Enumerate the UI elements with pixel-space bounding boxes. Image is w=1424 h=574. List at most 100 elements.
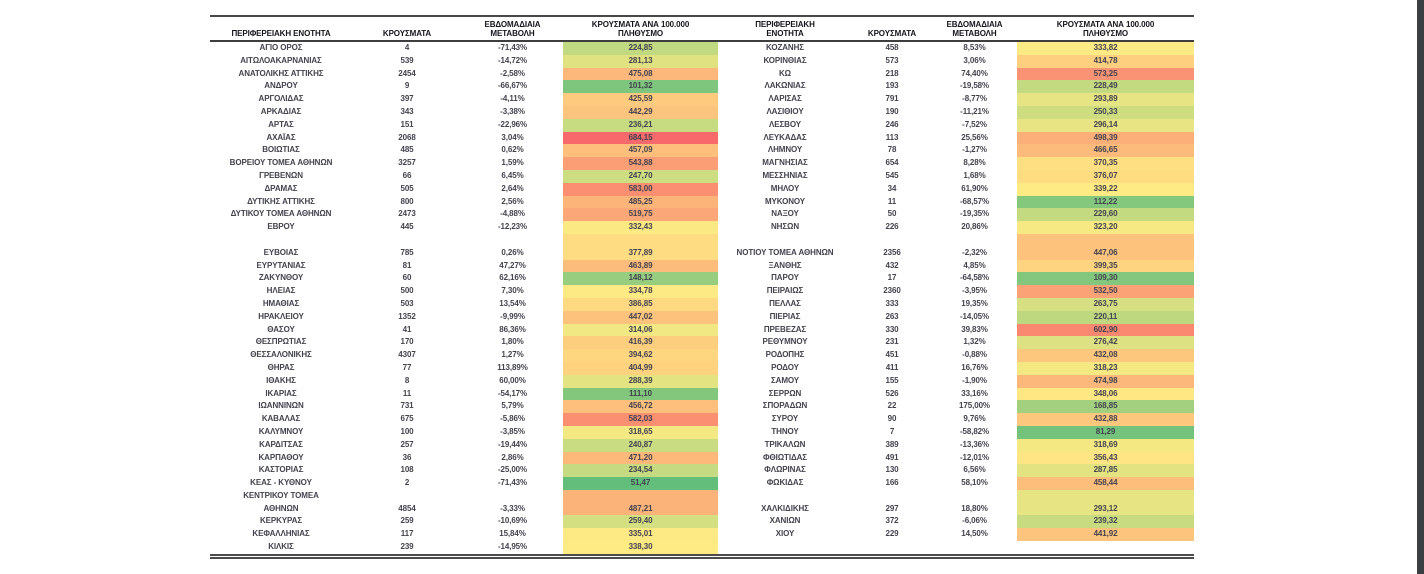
weekly-change-cell-value: -9,99% — [500, 311, 525, 321]
per-100k-cell-value: 234,54 — [628, 465, 653, 475]
region-cell-value: ΕΥΡΥΤΑΝΙΑΣ — [256, 260, 306, 270]
per-100k-cell: 263,75 — [1017, 297, 1194, 311]
column-header-region: ΠΕΡΙΦΕΡΕΙΑΚΗ ΕΝΟΤΗΤΑ — [210, 17, 352, 40]
weekly-change-cell-value: -14,05% — [959, 311, 990, 321]
weekly-change-cell-value: -11,21% — [960, 106, 989, 116]
table-row: ΚΕΡΚΥΡΑΣ 259 -10,69% 259,40 — [210, 515, 718, 529]
column-header-per-100k-label: ΚΡΟΥΣΜΑΤΑ ΑΝΑ 100.000 ΠΛΗΘΥΣΜΟ — [591, 20, 690, 38]
region-cell: ΚΑΡΠΑΘΟΥ — [210, 452, 352, 465]
cases-cell: 117 — [352, 528, 462, 541]
region-cell-value: ΣΠΟΡΑΔΩΝ — [762, 401, 808, 411]
per-100k-cell-value: 239,32 — [1093, 516, 1118, 526]
region-cell-value: ΡΟΔΟΥ — [771, 362, 799, 372]
column-header-cases: ΚΡΟΥΣΜΑΤΑ — [352, 17, 462, 40]
per-100k-cell: 288,39 — [563, 374, 718, 388]
per-100k-cell-value: 236,21 — [628, 119, 653, 129]
cases-cell-value: 22 — [887, 401, 897, 411]
cases-cell-value: 7 — [889, 426, 895, 436]
weekly-change-cell: -7,52% — [932, 119, 1017, 132]
table-row: ΑΡΓΟΛΙΔΑΣ 397 -4,11% 425,59 — [210, 93, 718, 106]
cases-cell-value: 731 — [400, 401, 414, 411]
column-header-cases-label: ΚΡΟΥΣΜΑΤΑ — [867, 29, 917, 38]
weekly-change-cell-value: 1,68% — [963, 170, 986, 180]
per-100k-cell-value: 583,00 — [628, 183, 653, 193]
region-cell-value: ΘΗΡΑΣ — [267, 362, 295, 372]
per-100k-cell: 109,30 — [1017, 272, 1194, 286]
cases-cell-value: 2360 — [883, 286, 901, 296]
region-cell-value: ΚΕΝΤΡΙΚΟΥ ΤΟΜΕΑ ΑΘΗΝΩΝ — [243, 490, 319, 513]
per-100k-cell: 475,08 — [563, 67, 718, 81]
region-cell-value: ΦΛΩΡΙΝΑΣ — [764, 465, 806, 475]
cases-cell: 4307 — [352, 349, 462, 362]
region-cell-value: ΠΕΛΛΑΣ — [769, 298, 801, 308]
table-row: ΦΩΚΙΔΑΣ 166 58,10% 458,44 — [718, 477, 1194, 490]
column-header-region: ΠΕΡΙΦΕΡΕΙΑΚΗ ΕΝΟΤΗΤΑ — [718, 17, 852, 40]
weekly-change-cell: -3,38% — [462, 106, 563, 119]
weekly-change-cell-value: 39,83% — [961, 324, 988, 334]
weekly-change-cell-value: 9,76% — [963, 414, 986, 424]
table-row: ΡΟΔΟΠΗΣ 451 -0,88% 432,08 — [718, 349, 1194, 362]
cases-cell-value: 372 — [885, 516, 899, 526]
region-cell: ΔΡΑΜΑΣ — [210, 183, 352, 196]
column-header-per-100k-label: ΚΡΟΥΣΜΑΤΑ ΑΝΑ 100.000 ΠΛΗΘΥΣΜΟ — [1056, 20, 1155, 38]
table-row: ΚΕΑΣ - ΚΥΘΝΟΥ 2 -71,43% 51,47 — [210, 477, 718, 490]
table-row: ΧΑΛΚΙΔΙΚΗΣ 297 18,80% 293,12 — [718, 489, 1194, 516]
region-cell-value: ΑΙΤΩΛΟΑΚΑΡΝΑΝΙΑΣ — [240, 55, 322, 65]
region-cell: ΧΑΛΚΙΔΙΚΗΣ — [718, 490, 852, 516]
per-100k-cell: 447,02 — [563, 310, 718, 324]
weekly-change-cell: 18,80% — [932, 490, 1017, 516]
cases-cell-value: 1352 — [398, 311, 416, 321]
cases-cell-value: 77 — [402, 362, 412, 372]
weekly-change-cell: -19,35% — [932, 208, 1017, 221]
per-100k-cell-value: 432,08 — [1093, 350, 1118, 360]
cases-cell: 343 — [352, 106, 462, 119]
region-cell: ΑΙΤΩΛΟΑΚΑΡΝΑΝΙΑΣ — [210, 55, 352, 68]
weekly-change-cell: -10,69% — [462, 515, 563, 528]
table-row: ΑΙΤΩΛΟΑΚΑΡΝΑΝΙΑΣ 539 -14,72% 281,13 — [210, 54, 718, 68]
region-cell-value: ΙΘΑΚΗΣ — [266, 375, 296, 385]
weekly-change-cell-value: -5,86% — [500, 414, 525, 424]
per-100k-cell: 441,92 — [1017, 528, 1194, 542]
table-row: ΛΗΜΝΟΥ 78 -1,27% 466,65 — [718, 144, 1194, 158]
per-100k-cell-value: 323,20 — [1093, 222, 1118, 232]
cases-cell-value: 3257 — [398, 158, 416, 168]
weekly-change-cell-value: -0,88% — [962, 350, 987, 360]
per-100k-cell: 474,98 — [1017, 374, 1194, 388]
region-cell-value: ΚΩ — [779, 68, 791, 78]
per-100k-cell-value: 229,60 — [1093, 209, 1118, 219]
cases-cell: 246 — [852, 119, 932, 132]
per-100k-cell-value: 487,21 — [628, 503, 653, 513]
table-row: ΛΑΡΙΣΑΣ 791 -8,77% 293,89 — [718, 93, 1194, 106]
region-cell-value: ΑΝΔΡΟΥ — [264, 81, 298, 91]
cases-cell: 78 — [852, 144, 932, 157]
weekly-change-cell-value: -3,33% — [500, 503, 525, 513]
cases-cell-value: 263 — [885, 311, 899, 321]
cases-cell: 151 — [352, 119, 462, 132]
region-cell-value: ΚΑΛΥΜΝΟΥ — [258, 426, 304, 436]
region-cell-value: ΤΗΝΟΥ — [771, 426, 799, 436]
cases-cell-value: 2454 — [398, 68, 416, 78]
per-100k-cell: 404,99 — [563, 361, 718, 375]
per-100k-cell: 339,22 — [1017, 182, 1194, 196]
per-100k-cell: 101,32 — [563, 80, 718, 94]
per-100k-cell-value: 370,35 — [1093, 158, 1118, 168]
weekly-change-cell: 61,90% — [932, 183, 1017, 196]
cases-cell: 2454 — [352, 68, 462, 81]
weekly-change-cell-value: 6,45% — [501, 170, 524, 180]
region-cell: ΚΑΛΥΜΝΟΥ — [210, 426, 352, 439]
per-100k-cell-value: 532,50 — [1093, 286, 1118, 296]
per-100k-cell: 377,89 — [563, 233, 718, 260]
cases-cell: 573 — [852, 55, 932, 68]
region-cell: ΦΛΩΡΙΝΑΣ — [718, 464, 852, 477]
window-edge-bar — [1417, 0, 1424, 574]
region-cell-value: ΜΗΛΟΥ — [770, 183, 800, 193]
per-100k-cell: 112,22 — [1017, 195, 1194, 209]
region-cell-value: ΣΥΡΟΥ — [771, 414, 799, 424]
weekly-change-cell: 47,27% — [462, 260, 563, 273]
table-row: ΦΛΩΡΙΝΑΣ 130 6,56% 287,85 — [718, 464, 1194, 478]
region-cell: ΣΥΡΟΥ — [718, 413, 852, 426]
cases-cell-value: 170 — [400, 337, 414, 347]
region-cell: ΚΑΡΔΙΤΣΑΣ — [210, 439, 352, 452]
region-cell: ΣΕΡΡΩΝ — [718, 388, 852, 401]
weekly-change-cell-value: 13,54% — [499, 298, 526, 308]
